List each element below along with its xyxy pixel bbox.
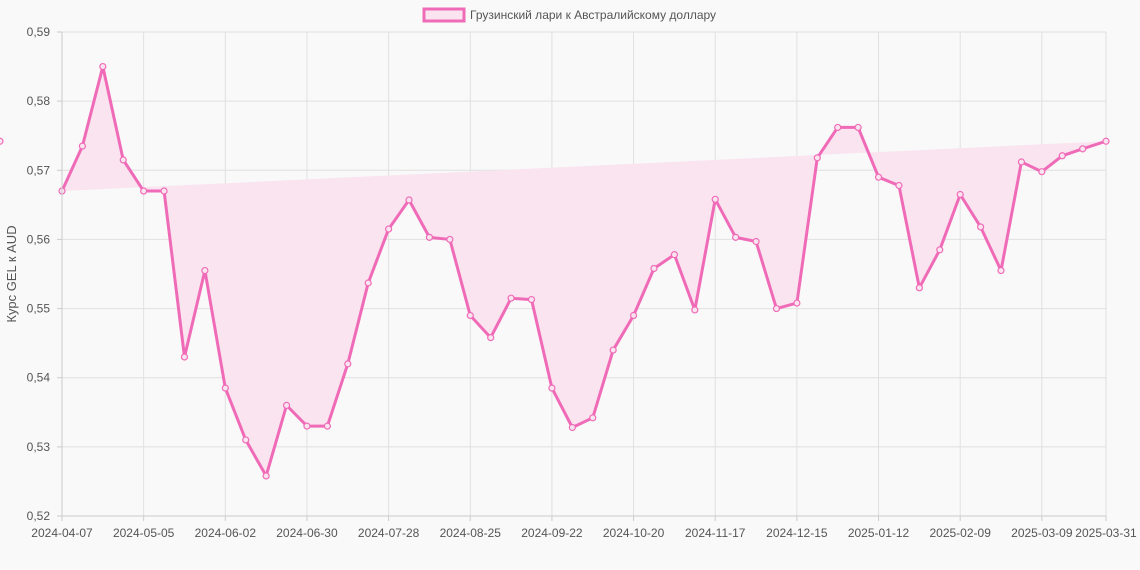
data-point <box>793 299 801 307</box>
data-point <box>78 142 87 150</box>
data-point <box>629 311 638 320</box>
data-point <box>119 156 127 164</box>
y-axis-title: Курс GEL к AUD <box>4 225 19 322</box>
y-tick-label: 0,53 <box>27 440 51 454</box>
data-point <box>956 190 964 199</box>
y-tick-label: 0,56 <box>27 232 51 246</box>
data-point <box>813 154 821 162</box>
data-point <box>976 223 985 231</box>
data-point <box>936 246 944 254</box>
data-point <box>1017 158 1026 166</box>
data-point <box>140 187 148 195</box>
x-tick-label: 2024-09-22 <box>521 526 583 540</box>
x-tick-label: 2024-11-17 <box>685 526 746 540</box>
data-point <box>711 195 719 203</box>
data-point <box>242 436 250 444</box>
x-tick-label: 2024-07-28 <box>358 526 420 540</box>
data-point <box>1038 168 1046 176</box>
data-point <box>446 235 454 244</box>
data-point <box>752 237 760 246</box>
data-point <box>915 284 923 292</box>
data-point <box>609 346 617 354</box>
x-tick-label: 2024-05-05 <box>113 526 175 540</box>
data-point <box>854 123 862 132</box>
x-tick-label: 2024-06-30 <box>276 526 338 540</box>
data-point <box>772 304 781 313</box>
data-point <box>282 401 291 409</box>
data-point <box>507 294 515 302</box>
data-point <box>548 384 556 392</box>
data-point <box>874 173 883 181</box>
data-point <box>344 360 352 368</box>
data-point <box>691 306 699 314</box>
data-point <box>364 279 372 287</box>
data-point <box>405 196 413 204</box>
data-point <box>650 264 658 273</box>
x-tick-label: 2024-06-02 <box>195 526 257 540</box>
x-tick-label: 2024-04-07 <box>31 526 93 540</box>
data-point <box>466 311 474 320</box>
data-point <box>732 233 740 241</box>
data-point <box>262 472 270 480</box>
x-tick-label: 2024-12-15 <box>766 526 828 540</box>
x-tick-label: 2025-03-31 <box>1075 526 1137 540</box>
data-point <box>1058 152 1066 160</box>
data-point <box>425 233 434 241</box>
y-tick-label: 0,59 <box>27 25 51 39</box>
data-point <box>201 266 209 275</box>
data-point <box>589 414 597 422</box>
data-point <box>1102 137 1110 145</box>
y-tick-label: 0,57 <box>27 163 51 177</box>
y-tick-label: 0,58 <box>27 94 51 108</box>
data-point <box>385 225 393 233</box>
data-point <box>160 187 168 195</box>
data-point <box>0 137 4 145</box>
y-tick-label: 0,55 <box>27 302 51 316</box>
series-layer <box>0 62 1110 480</box>
data-point <box>527 295 536 304</box>
legend[interactable]: Грузинский лари к Австралийскому доллару <box>422 7 716 23</box>
series-line <box>60 65 1108 478</box>
x-tick-label: 2025-03-09 <box>1011 526 1073 540</box>
series-area-fill <box>62 66 1106 476</box>
data-point <box>99 62 107 71</box>
y-tick-label: 0,52 <box>27 509 51 523</box>
data-point <box>834 123 842 132</box>
data-point <box>895 181 903 190</box>
x-tick-label: 2025-02-09 <box>929 526 991 540</box>
legend-swatch[interactable] <box>422 7 466 23</box>
data-point <box>670 251 679 259</box>
data-point <box>303 422 311 430</box>
data-point <box>323 422 331 430</box>
data-point <box>487 334 495 342</box>
axes: 0,52 0,53 0,54 0,55 0,56 0,57 0,58 0,59 2024-04-… <box>27 25 1137 540</box>
x-tick-label: 2024-10-20 <box>603 526 665 540</box>
y-tick-label: 0,54 <box>27 371 51 385</box>
data-point <box>1079 145 1087 153</box>
x-tick-label: 2024-08-25 <box>440 526 502 540</box>
data-point <box>221 384 229 392</box>
data-point <box>568 423 576 432</box>
data-point <box>997 266 1005 275</box>
data-point <box>180 353 189 361</box>
x-tick-label: 2025-01-12 <box>848 526 910 540</box>
legend-label[interactable]: Грузинский лари к Австралийскому доллару <box>470 8 716 22</box>
